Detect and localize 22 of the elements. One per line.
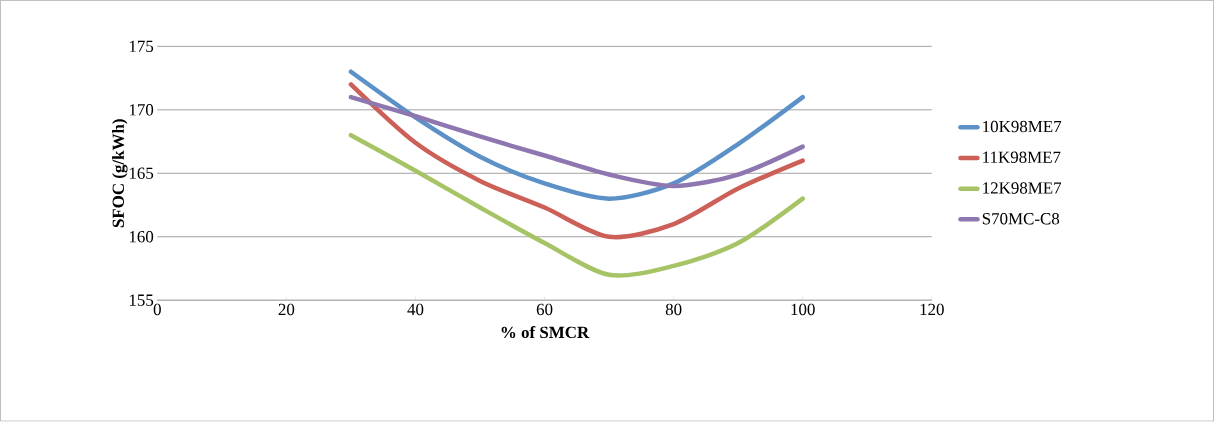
x-tick-label: 80 [665,303,682,316]
line-series [348,133,805,279]
legend-label: 11K98ME7 [983,151,1061,164]
x-axis-title: % of SMCR [501,326,590,339]
x-tick-label: 100 [791,303,815,316]
legend-label: S70MC-C8 [982,213,1060,225]
y-tick-label: 175 [129,40,154,53]
y-tick-label: 170 [129,104,154,116]
y-axis-title: SFOC (g/kWh) [112,119,128,228]
line-series [348,82,805,240]
line-series [348,95,805,189]
x-tick-label: 60 [536,303,553,316]
x-tick-label: 0 [153,303,161,316]
y-tick-label: 155 [129,294,154,307]
legend-label: 10K98ME7 [983,121,1062,133]
x-tick-label: 40 [407,303,424,316]
x-tick-label: 120 [920,303,944,316]
y-tick-label: 160 [129,231,154,243]
x-tick-label: 20 [278,303,295,316]
y-tick-label: 165 [129,167,154,180]
legend-label: 12K98ME7 [983,182,1062,194]
line-series [348,69,805,202]
